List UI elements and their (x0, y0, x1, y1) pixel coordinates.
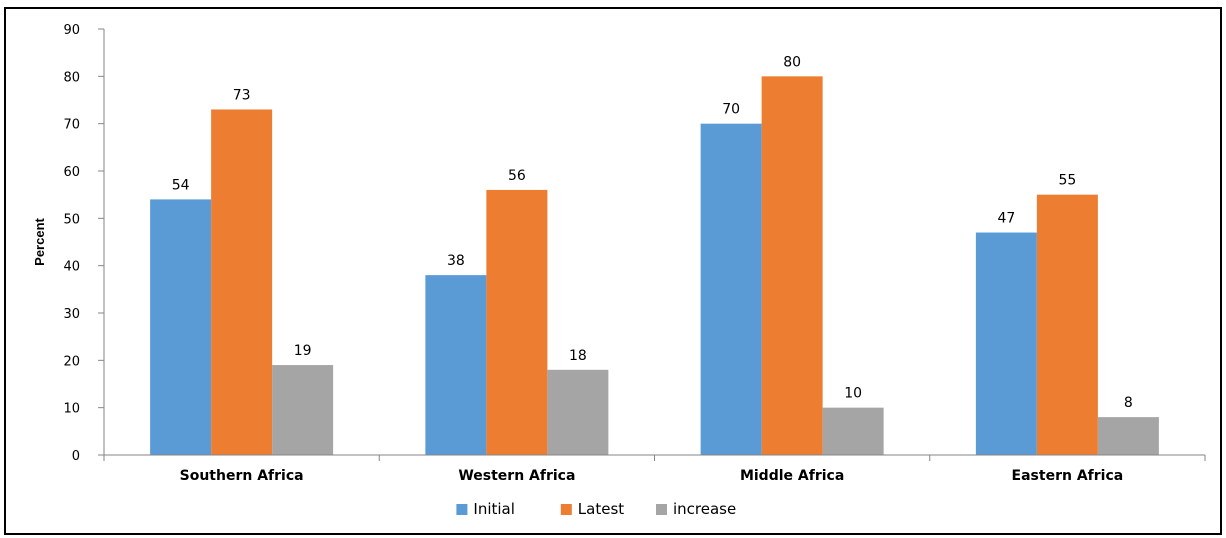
data-label: 55 (1058, 173, 1076, 189)
legend: Initial Latest increase (456, 500, 736, 518)
legend-label: Initial (473, 500, 515, 518)
y-axis-title: Percent (32, 217, 47, 265)
bar-initial-western-africa (425, 275, 487, 455)
y-tick-label: 0 (72, 449, 80, 464)
y-tick-label: 20 (63, 354, 80, 369)
data-label: 70 (722, 102, 740, 118)
bar-initial-eastern-africa (975, 232, 1037, 455)
y-tick-label: 80 (63, 70, 80, 85)
bar-latest-western-africa (486, 189, 548, 455)
legend-swatch-latest (560, 504, 572, 515)
bar-latest-southern-africa (211, 109, 273, 455)
plot-area: 54 73 19 38 56 18 70 80 10 47 55 8 (150, 54, 1159, 456)
data-label: 54 (172, 177, 190, 193)
bar-increase-eastern-africa (1097, 417, 1159, 455)
y-tick-label: 10 (63, 402, 80, 417)
legend-swatch-initial (456, 504, 468, 515)
bar-latest-eastern-africa (1036, 194, 1098, 455)
data-label: 8 (1124, 395, 1133, 411)
y-tick-label: 90 (63, 23, 80, 38)
category-label: Middle Africa (740, 468, 844, 484)
y-tick-label: 70 (63, 118, 80, 133)
data-label: 47 (997, 211, 1015, 227)
bar-increase-middle-africa (822, 407, 884, 455)
bar-initial-middle-africa (700, 123, 762, 456)
y-tick-label: 30 (63, 307, 80, 322)
data-label: 56 (508, 168, 526, 184)
data-label: 38 (447, 253, 465, 269)
data-label: 18 (569, 348, 587, 364)
data-label: 80 (783, 54, 801, 70)
bar-increase-western-africa (547, 369, 609, 455)
bar-initial-southern-africa (150, 199, 212, 455)
y-axis: 0 10 20 30 40 50 60 70 80 90 (63, 23, 105, 464)
legend-label: Latest (578, 500, 624, 518)
data-label: 19 (294, 343, 312, 359)
data-label: 10 (844, 386, 862, 402)
category-label: Southern Africa (180, 468, 304, 484)
bar-increase-southern-africa (272, 365, 334, 455)
y-tick-label: 60 (63, 165, 80, 180)
category-label: Western Africa (458, 468, 575, 484)
legend-label: increase (673, 500, 736, 518)
category-label: Eastern Africa (1012, 468, 1124, 484)
bar-latest-middle-africa (761, 76, 823, 455)
data-label: 73 (233, 87, 251, 103)
y-tick-label: 40 (63, 260, 80, 275)
x-axis: Southern Africa Western Africa Middle Afri… (103, 454, 1206, 484)
legend-swatch-increase (656, 504, 667, 515)
y-tick-label: 50 (63, 212, 80, 227)
